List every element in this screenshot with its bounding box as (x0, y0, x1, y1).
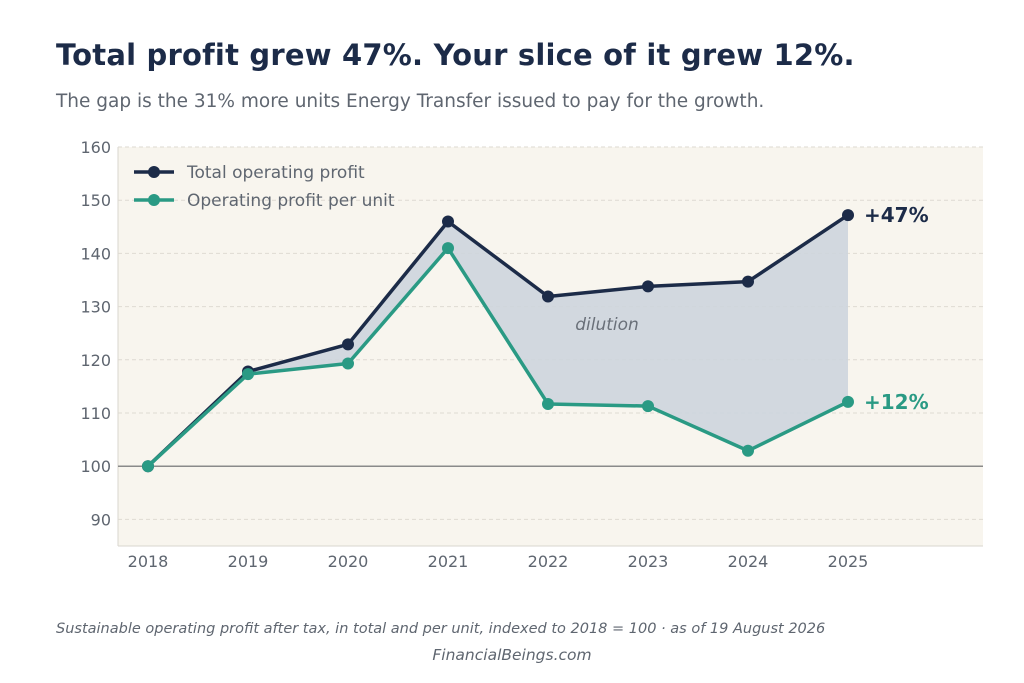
data-point-total (342, 338, 354, 351)
x-tick-label: 2019 (228, 552, 269, 571)
x-tick-label: 2018 (128, 552, 169, 571)
data-point-per-unit (542, 397, 554, 410)
y-tick-label: 140 (80, 244, 111, 263)
data-point-per-unit (342, 357, 354, 370)
end-label-per-unit: +12% (864, 390, 929, 414)
dilution-annotation: dilution (575, 315, 639, 335)
data-point-per-unit (842, 395, 854, 408)
x-tick-label: 2023 (628, 552, 669, 571)
y-tick-label: 100 (80, 457, 111, 476)
x-tick-label: 2024 (728, 552, 769, 571)
legend-label: Operating profit per unit (187, 191, 395, 211)
chart-caption: Sustainable operating profit after tax, … (56, 621, 826, 637)
data-point-total (442, 215, 454, 228)
data-point-per-unit (442, 242, 454, 255)
chart-subtitle: The gap is the 31% more units Energy Tra… (56, 91, 765, 112)
series-line-total (146, 213, 849, 468)
legend-swatch-marker (148, 194, 160, 206)
x-tick-label: 2025 (828, 552, 869, 571)
series-line-per-unit (146, 246, 849, 468)
legend-swatch-marker (148, 166, 160, 178)
legend-label: Total operating profit (186, 163, 365, 183)
data-point-per-unit (642, 400, 654, 413)
y-tick-label: 130 (80, 298, 111, 317)
data-point-per-unit (242, 368, 254, 381)
x-tick-label: 2021 (428, 552, 469, 571)
data-point-per-unit (142, 460, 154, 473)
data-point-total (642, 280, 654, 293)
x-tick-label: 2022 (528, 552, 569, 571)
end-label-total: +47% (864, 203, 929, 227)
data-point-total (842, 209, 854, 222)
source-credit: FinancialBeings.com (432, 646, 592, 664)
data-point-total (742, 275, 754, 288)
y-tick-label: 90 (91, 510, 111, 529)
y-tick-label: 110 (80, 404, 111, 423)
y-tick-label: 150 (80, 191, 111, 210)
y-tick-label: 160 (80, 138, 111, 157)
data-point-total (542, 290, 554, 303)
dilution-gap-area (148, 215, 848, 467)
y-tick-label: 120 (80, 351, 111, 370)
chart-title: Total profit grew 47%. Your slice of it … (56, 38, 855, 72)
data-point-per-unit (742, 444, 754, 457)
x-tick-label: 2020 (328, 552, 369, 571)
